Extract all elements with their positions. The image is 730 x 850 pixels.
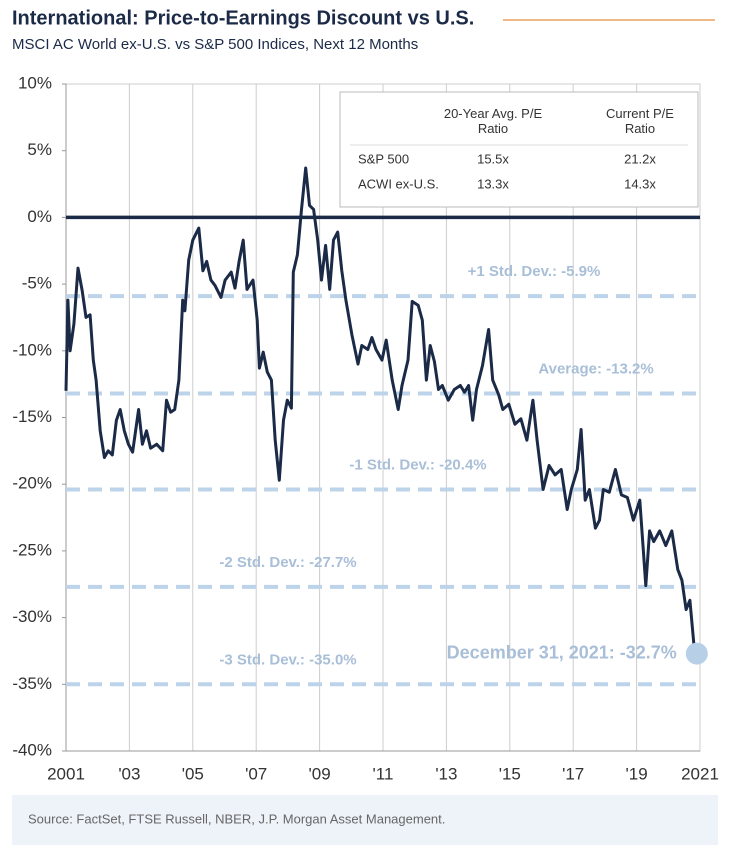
reference-label: -1 Std. Dev.: -20.4% <box>349 457 486 474</box>
y-tick-label: -25% <box>12 540 52 559</box>
y-tick-label: -5% <box>22 274 52 293</box>
footer-band <box>12 795 718 845</box>
table-cell: S&P 500 <box>358 151 409 166</box>
reference-label: -2 Std. Dev.: -27.7% <box>219 554 356 571</box>
reference-label: -3 Std. Dev.: -35.0% <box>219 651 356 668</box>
x-tick-label: 2021 <box>681 764 719 783</box>
y-tick-label: -20% <box>12 474 52 493</box>
table-header-line: 20-Year Avg. P/E <box>444 106 543 121</box>
table-header: Current P/E Ratio <box>606 106 674 136</box>
table-header: 20-Year Avg. P/E Ratio <box>444 106 543 136</box>
table-header-line: Current P/E <box>606 106 674 121</box>
y-tick-label: -10% <box>12 340 52 359</box>
y-tick-label: 0% <box>27 207 52 226</box>
y-tick-label: -40% <box>12 740 52 759</box>
x-tick-label: '03 <box>118 764 140 783</box>
chart-subtitle: MSCI AC World ex-U.S. vs S&P 500 Indices… <box>12 36 418 53</box>
x-tick-label: '13 <box>435 764 457 783</box>
y-tick-label: 10% <box>18 73 52 92</box>
x-tick-label: '07 <box>245 764 267 783</box>
y-tick-label: -15% <box>12 407 52 426</box>
table-header-line: Ratio <box>478 121 508 136</box>
x-tick-label: '09 <box>309 764 331 783</box>
chart-title: International: Price-to-Earnings Discoun… <box>12 7 474 29</box>
series-line <box>64 166 699 655</box>
table-header-line: Ratio <box>625 121 655 136</box>
reference-label: Average: -13.2% <box>538 360 653 377</box>
x-tick-label: '05 <box>182 764 204 783</box>
x-tick-label: '17 <box>562 764 584 783</box>
table-cell: 21.2x <box>624 151 656 166</box>
x-tick-label: '19 <box>626 764 648 783</box>
reference-label: +1 Std. Dev.: -5.9% <box>468 263 601 280</box>
annotation: December 31, 2021: -32.7% <box>447 642 677 662</box>
y-tick-label: 5% <box>27 140 52 159</box>
x-tick-label: '15 <box>499 764 521 783</box>
table-cell: 14.3x <box>624 176 656 191</box>
table-cell: ACWI ex-U.S. <box>358 176 439 191</box>
x-tick-label: '11 <box>373 764 394 783</box>
y-tick-label: -35% <box>12 674 52 693</box>
y-tick-label: -30% <box>12 607 52 626</box>
table-box <box>339 91 699 208</box>
table-cell: 13.3x <box>477 176 509 191</box>
last-point <box>685 642 708 665</box>
x-tick-label: 2001 <box>47 764 85 783</box>
source-note: Source: FactSet, FTSE Russell, NBER, J.P… <box>28 811 445 826</box>
table-cell: 15.5x <box>477 151 509 166</box>
